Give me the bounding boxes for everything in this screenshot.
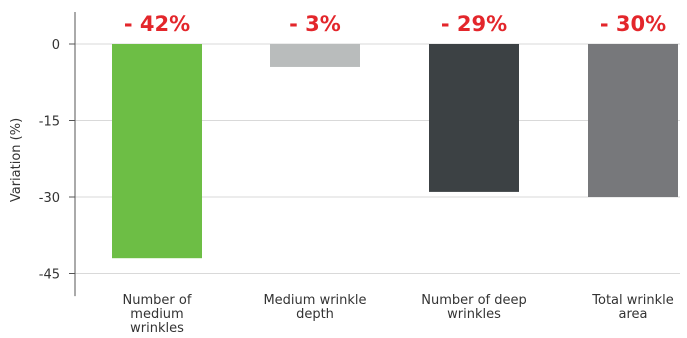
bar	[112, 44, 202, 259]
y-tick-label: -30	[39, 191, 60, 206]
y-tick-label: -15	[39, 115, 60, 130]
x-tick-label: Medium wrinkle	[263, 293, 366, 308]
x-tick-label: depth	[296, 307, 334, 322]
x-tick-label: wrinkles	[447, 307, 501, 322]
x-tick-label: Number of deep	[421, 293, 527, 308]
y-axis: 0 -15 -30 -45	[39, 12, 76, 297]
bar	[429, 44, 519, 192]
x-tick-label: wrinkles	[130, 321, 184, 336]
x-tick-label: Total wrinkle	[591, 293, 673, 308]
x-tick-label: area	[619, 307, 648, 322]
data-label: - 42%	[124, 12, 190, 36]
bar	[588, 44, 678, 197]
y-tick-label: -45	[39, 268, 60, 283]
x-tick-label: Number of	[123, 293, 192, 308]
data-label: - 3%	[289, 12, 341, 36]
bar	[270, 44, 360, 67]
data-label: - 29%	[441, 12, 507, 36]
bars	[112, 44, 678, 259]
x-tick-label: medium	[130, 307, 183, 322]
y-tick-label: 0	[52, 38, 60, 53]
data-label: - 30%	[600, 12, 666, 36]
y-axis-label: Variation (%)	[9, 118, 24, 202]
